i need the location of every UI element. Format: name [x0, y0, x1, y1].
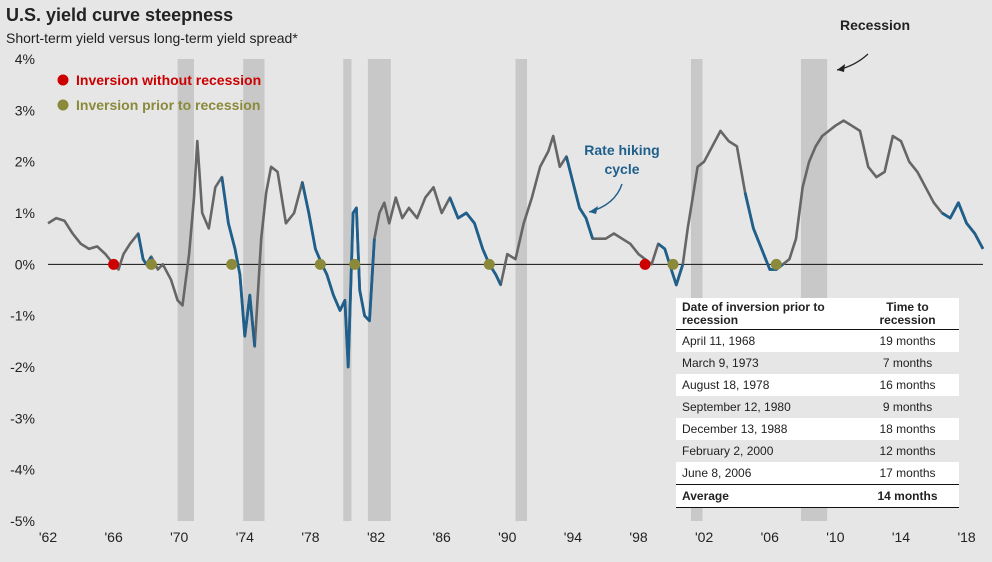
- legend-label: Inversion without recession: [76, 72, 261, 88]
- table-row: December 13, 1988 18 months: [676, 418, 959, 440]
- x-tick-label: '74: [236, 529, 254, 545]
- row-time: 18 months: [879, 422, 936, 436]
- x-tick-label: '98: [629, 529, 647, 545]
- inversion-marker: [314, 258, 326, 270]
- row-date: August 18, 1978: [682, 378, 770, 392]
- x-tick-label: '82: [367, 529, 385, 545]
- hiking-segment-line: [941, 201, 985, 250]
- x-tick-label: '14: [892, 529, 910, 545]
- y-tick-label: 0%: [15, 256, 35, 272]
- row-date: September 12, 1980: [676, 396, 857, 418]
- row-time: 9 months: [856, 396, 959, 418]
- hiking-segment-line: [448, 197, 502, 286]
- recession-arrowhead: [837, 64, 845, 72]
- recession-band: [343, 59, 352, 521]
- header-time: Time to recession: [856, 298, 959, 330]
- x-tick-label: '90: [498, 529, 516, 545]
- row-date: June 8, 2006: [682, 466, 752, 480]
- table-header-row: Date of inversion prior to recession Tim…: [676, 298, 959, 330]
- hiking-arrow: [588, 183, 623, 213]
- average-label: Average: [676, 484, 857, 508]
- legend-marker: [57, 99, 69, 111]
- hiking-segment-line: [300, 181, 376, 369]
- y-tick-label: 1%: [15, 205, 35, 221]
- table-row: April 11, 1968 19 months: [676, 330, 959, 353]
- y-tick-label: 4%: [15, 51, 35, 67]
- row-date: December 13, 1988: [682, 422, 788, 436]
- inversion-marker: [639, 258, 651, 270]
- hiking-annotation: cycle: [604, 161, 639, 177]
- inversion-marker: [145, 258, 157, 270]
- x-tick-label: '86: [433, 529, 451, 545]
- inversion-marker: [483, 258, 495, 270]
- row-time: 16 months: [879, 378, 936, 392]
- x-tick-label: '66: [104, 529, 122, 545]
- x-tick-label: '62: [39, 529, 57, 545]
- row-time: 7 months: [856, 352, 959, 374]
- y-tick-label: 2%: [15, 154, 35, 170]
- inversion-marker: [108, 258, 120, 270]
- recession-band: [691, 59, 703, 521]
- inversion-marker: [770, 258, 782, 270]
- x-tick-label: '10: [826, 529, 844, 545]
- row-date: February 2, 2000: [676, 440, 857, 462]
- recession-annotation: Recession: [840, 17, 910, 33]
- y-tick-label: -2%: [10, 359, 35, 375]
- hiking-segment-line: [743, 192, 784, 271]
- hiking-annotation: Rate hiking: [584, 142, 659, 158]
- legend-label: Inversion prior to recession: [76, 97, 260, 113]
- row-time: 19 months: [879, 334, 936, 348]
- table-average-row: Average 14 months: [676, 484, 959, 508]
- y-tick-label: -5%: [10, 513, 35, 529]
- row-date: April 11, 1968: [682, 334, 756, 348]
- average-value: 14 months: [856, 484, 959, 508]
- inversion-marker: [667, 258, 679, 270]
- table-row: September 12, 1980 9 months: [676, 396, 959, 418]
- y-tick-label: -4%: [10, 462, 35, 478]
- chart-subtitle: Short-term yield versus long-term yield …: [6, 30, 298, 46]
- hiking-segment-line: [220, 176, 257, 347]
- y-tick-label: -1%: [10, 308, 35, 324]
- x-tick-label: '94: [564, 529, 582, 545]
- legend-marker: [57, 74, 69, 86]
- table-row: June 8, 2006 17 months: [676, 462, 959, 485]
- inversion-marker: [226, 258, 238, 270]
- table-row: August 18, 1978 16 months: [676, 374, 959, 396]
- x-tick-label: '70: [170, 529, 188, 545]
- header-date: Date of inversion prior to recession: [676, 298, 857, 330]
- table-row: February 2, 2000 12 months: [676, 440, 959, 462]
- x-tick-label: '18: [957, 529, 975, 545]
- chart-title: U.S. yield curve steepness: [6, 5, 234, 25]
- x-tick-label: '78: [301, 529, 319, 545]
- table-row: March 9, 1973 7 months: [676, 352, 959, 374]
- x-tick-label: '02: [695, 529, 713, 545]
- recession-band: [243, 59, 265, 521]
- inversion-table: Date of inversion prior to recession Tim…: [676, 298, 959, 508]
- recession-band: [515, 59, 527, 521]
- y-tick-label: 3%: [15, 102, 35, 118]
- recession-band: [367, 59, 391, 521]
- y-tick-label: -3%: [10, 410, 35, 426]
- row-date: March 9, 1973: [676, 352, 857, 374]
- row-time: 17 months: [879, 466, 936, 480]
- row-time: 12 months: [856, 440, 959, 462]
- hiking-segment-line: [565, 156, 594, 240]
- hiking-arrowhead: [589, 206, 598, 214]
- inversion-marker: [349, 258, 361, 270]
- x-tick-label: '06: [761, 529, 779, 545]
